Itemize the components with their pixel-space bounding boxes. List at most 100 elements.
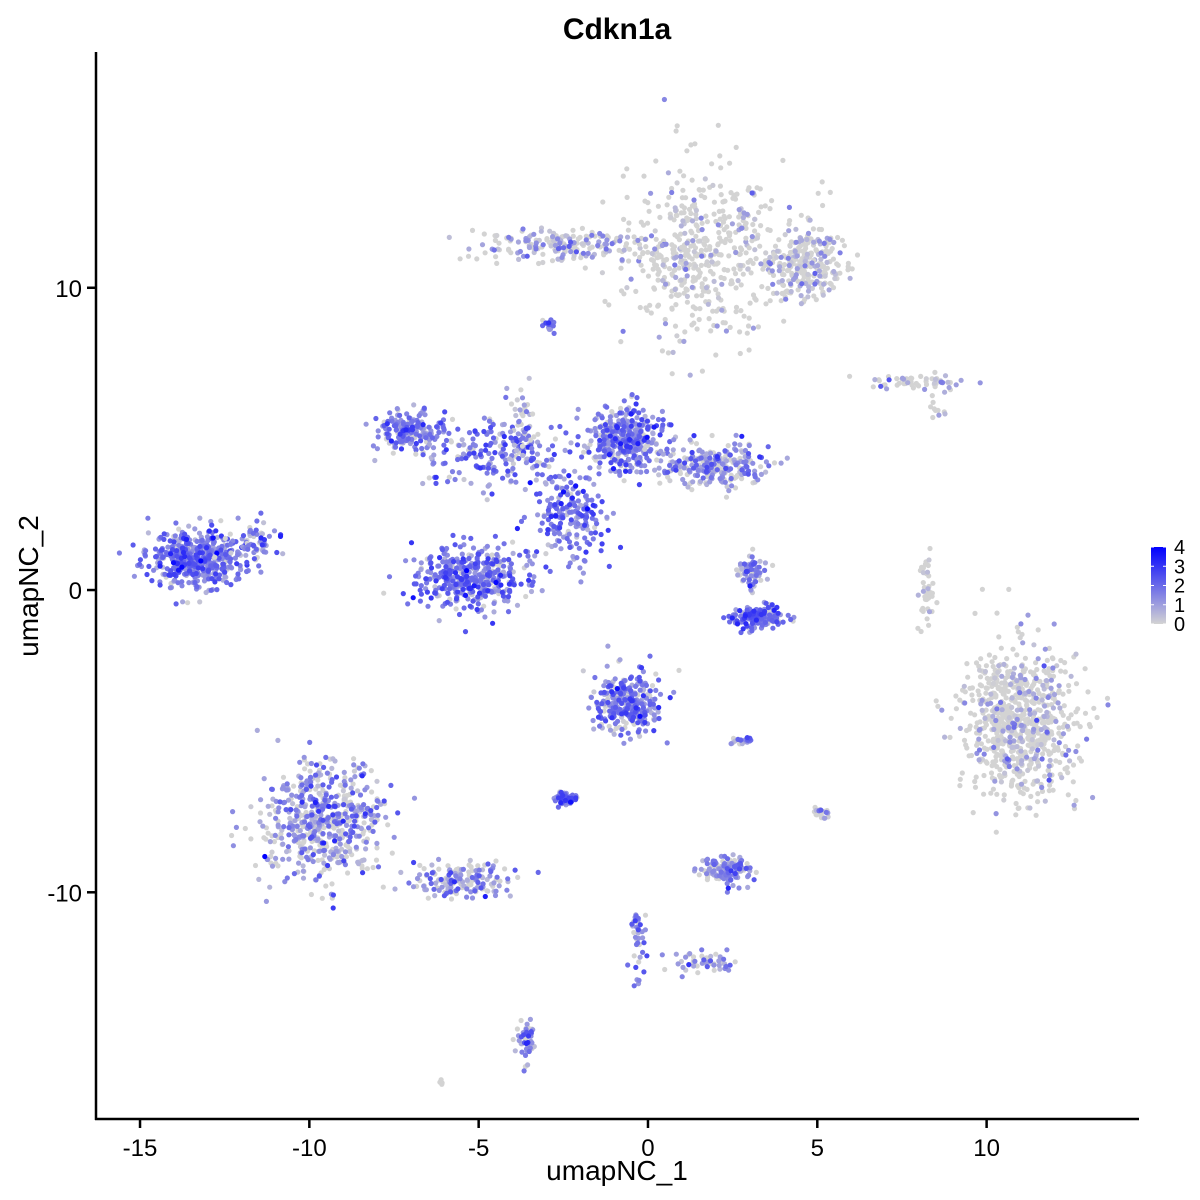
data-point (645, 426, 651, 432)
data-point (624, 194, 630, 200)
data-point (572, 468, 578, 474)
data-point (659, 408, 666, 414)
data-point (643, 244, 649, 250)
data-point (825, 250, 831, 256)
data-point (804, 236, 810, 243)
data-point (618, 339, 624, 345)
data-point (822, 253, 828, 259)
data-point (404, 411, 410, 417)
data-point (922, 386, 928, 392)
data-point (380, 884, 386, 890)
data-point (1006, 763, 1012, 770)
data-point (647, 701, 653, 708)
data-point (386, 426, 392, 432)
data-point (595, 714, 602, 720)
data-point (678, 223, 684, 229)
data-point (482, 593, 488, 599)
data-point (694, 472, 701, 479)
data-point (722, 215, 728, 221)
data-point (510, 550, 516, 557)
data-point (1050, 656, 1056, 662)
data-point (915, 592, 921, 598)
data-point (1027, 719, 1033, 725)
data-point (753, 297, 759, 303)
data-point (696, 316, 702, 323)
data-point (460, 556, 466, 562)
data-point (948, 715, 954, 721)
data-point (769, 602, 775, 608)
data-point (209, 522, 215, 528)
data-point (717, 183, 724, 189)
data-point (546, 476, 552, 482)
data-point (218, 547, 224, 553)
data-point (614, 425, 621, 431)
data-point (490, 435, 497, 441)
data-point (974, 742, 980, 748)
data-point (713, 287, 719, 293)
data-point (534, 463, 540, 469)
data-point (1009, 744, 1015, 751)
data-point (715, 291, 721, 297)
data-point (507, 573, 513, 579)
data-point (608, 460, 614, 466)
data-point (514, 602, 521, 608)
data-point (770, 281, 776, 287)
data-point (715, 222, 721, 228)
data-point (1024, 786, 1030, 793)
data-point (484, 470, 490, 476)
data-point (566, 564, 572, 570)
data-point (638, 429, 644, 435)
data-point (602, 422, 609, 428)
data-point (650, 414, 656, 420)
data-point (636, 460, 642, 466)
data-point (537, 527, 543, 534)
data-point (795, 278, 801, 284)
data-point (179, 564, 185, 570)
data-point (555, 246, 562, 252)
data-point (757, 558, 763, 564)
data-point (530, 579, 536, 585)
data-point (319, 895, 325, 901)
data-point (291, 783, 297, 789)
data-point (932, 376, 939, 382)
data-point (705, 301, 711, 307)
data-point (827, 236, 833, 242)
data-point (505, 594, 512, 600)
data-point (990, 739, 996, 745)
data-point (1073, 681, 1080, 687)
data-point (688, 210, 694, 217)
data-point (477, 465, 483, 471)
data-point (709, 432, 715, 439)
data-point (489, 491, 495, 497)
data-point (570, 227, 576, 233)
data-point (624, 285, 630, 291)
data-point (212, 554, 218, 560)
data-point (721, 227, 727, 233)
data-point (767, 206, 773, 212)
data-point (531, 434, 537, 440)
data-point (651, 286, 658, 292)
data-point (1042, 703, 1048, 709)
data-point (672, 232, 678, 238)
data-point (411, 581, 417, 587)
data-point (206, 528, 212, 534)
data-point (448, 439, 454, 445)
data-point (820, 292, 826, 298)
data-point (664, 256, 670, 263)
data-point (965, 674, 971, 680)
data-point (635, 237, 641, 243)
data-point (552, 242, 559, 248)
data-point (422, 412, 428, 418)
data-point (551, 531, 558, 537)
data-point (805, 288, 812, 294)
data-point (649, 250, 655, 257)
data-point (403, 558, 409, 564)
data-point (592, 674, 598, 681)
data-point (929, 393, 935, 399)
data-point (698, 193, 704, 199)
data-point (588, 694, 595, 701)
data-point (669, 371, 675, 377)
data-point (676, 265, 682, 271)
data-point (647, 448, 653, 454)
data-point (308, 891, 314, 898)
